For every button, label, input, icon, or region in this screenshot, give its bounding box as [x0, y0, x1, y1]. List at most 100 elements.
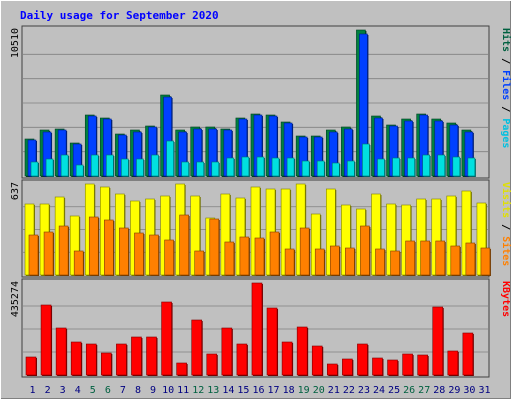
legend-text-slash: /: [500, 100, 511, 118]
bar-kbytes-day-27: [417, 354, 428, 376]
x-tick-label: 22: [343, 385, 355, 396]
x-tick-label: 7: [120, 385, 126, 396]
x-tick-label: 12: [192, 385, 204, 396]
bar-sites-day-12: [194, 250, 205, 276]
bar-sites-day-29: [450, 245, 461, 276]
panel-border-kbytes: [21, 278, 490, 378]
bar-sites-day-4: [73, 250, 84, 276]
bar-sites-day-3: [58, 225, 69, 276]
legend-text-files: Files: [500, 70, 512, 100]
bar-kbytes-day-11: [176, 362, 187, 376]
bar-kbytes-day-13: [206, 353, 218, 376]
bar-kbytes-day-7: [116, 343, 127, 376]
legend-text-kbytes: KBytes: [500, 281, 511, 317]
bar-sites-day-30: [465, 242, 476, 276]
bar-sites-day-5: [88, 216, 99, 276]
bar-kbytes-day-19: [296, 326, 308, 376]
legend-text-pages: Pages: [500, 118, 511, 148]
x-tick-label: 1: [30, 385, 36, 396]
bar-pages-day-22: [347, 160, 355, 177]
bar-pages-day-16: [256, 156, 265, 177]
x-tick-label: 31: [478, 385, 490, 396]
bar-pages-day-5: [90, 154, 99, 177]
bar-kbytes-day-5: [85, 343, 97, 376]
bar-kbytes-day-22: [342, 358, 353, 376]
bar-sites-day-8: [134, 232, 144, 276]
legend-text-visits: Visits: [500, 182, 512, 218]
bar-kbytes-day-10: [161, 301, 172, 376]
ymax-label-kbytes: 435274: [10, 281, 21, 317]
bar-sites-day-11: [179, 214, 189, 276]
bar-pages-day-6: [106, 154, 114, 177]
bar-pages-day-29: [452, 156, 461, 177]
bar-sites-day-28: [435, 240, 446, 276]
bar-pages-day-1: [30, 161, 39, 177]
panel-border-visits_sites: [21, 179, 490, 278]
bar-sites-day-7: [119, 227, 129, 276]
x-tick-label: 11: [177, 385, 189, 396]
bar-sites-day-16: [254, 237, 265, 276]
bar-sites-day-24: [375, 248, 385, 276]
x-tick-label: 4: [75, 385, 81, 396]
bar-kbytes-day-2: [40, 304, 52, 376]
bar-pages-day-21: [331, 162, 340, 177]
bar-kbytes-day-12: [191, 319, 203, 376]
x-tick-label: 20: [313, 385, 325, 396]
bar-pages-day-25: [392, 157, 400, 177]
legend-label-kbytes: KBytes: [500, 281, 511, 317]
bar-pages-day-17: [271, 157, 280, 177]
x-tick-label: 9: [150, 385, 156, 396]
x-tick-label: 2: [45, 385, 51, 396]
bar-pages-day-7: [121, 158, 129, 177]
bar-sites-day-18: [284, 248, 295, 276]
x-tick-label: 24: [373, 385, 385, 396]
bar-kbytes-day-9: [146, 336, 157, 376]
bar-pages-day-19: [301, 160, 310, 177]
bar-kbytes-day-26: [402, 353, 413, 376]
bar-sites-day-23: [360, 225, 370, 276]
legend-label-visits_sites: Visits / Sites: [500, 182, 512, 266]
bar-pages-day-27: [422, 154, 430, 177]
bar-kbytes-day-14: [221, 327, 233, 376]
x-tick-label: 23: [358, 385, 370, 396]
x-tick-label: 26: [403, 385, 415, 396]
x-tick-label: 19: [298, 385, 310, 396]
x-tick-label: 17: [268, 385, 280, 396]
bar-kbytes-day-21: [326, 363, 338, 376]
bar-sites-day-2: [43, 231, 54, 276]
bar-pages-day-15: [241, 156, 250, 177]
bar-kbytes-day-29: [447, 350, 459, 376]
ymax-label-visits_sites: 637: [10, 182, 21, 200]
bar-pages-day-24: [377, 158, 385, 177]
bar-kbytes-day-25: [387, 359, 398, 376]
x-tick-label: 6: [105, 385, 111, 396]
x-tick-label: 29: [448, 385, 460, 396]
bar-pages-day-13: [211, 161, 220, 177]
bar-kbytes-day-3: [55, 327, 67, 376]
chart-title: Daily usage for September 2020: [20, 9, 219, 22]
bar-sites-day-6: [104, 219, 114, 276]
bar-kbytes-day-15: [236, 343, 248, 376]
x-tick-label: 8: [135, 385, 141, 396]
bar-sites-day-15: [239, 236, 250, 276]
x-tick-label: 30: [463, 385, 475, 396]
bar-sites-day-13: [209, 218, 220, 276]
bar-kbytes-day-16: [251, 282, 263, 376]
bar-pages-day-12: [196, 161, 205, 177]
x-tick-label: 13: [207, 385, 219, 396]
legend-text-sites: Sites: [500, 236, 512, 266]
bar-pages-day-20: [316, 160, 325, 177]
x-tick-label: 18: [283, 385, 295, 396]
bar-sites-day-21: [329, 245, 340, 276]
bar-sites-day-1: [28, 234, 39, 276]
bar-sites-day-19: [299, 227, 310, 276]
legend-text-slash: /: [500, 218, 511, 236]
bar-pages-day-26: [407, 157, 415, 177]
x-tick-label: 25: [388, 385, 400, 396]
x-tick-label: 21: [328, 385, 340, 396]
bar-sites-day-9: [149, 234, 159, 276]
bar-kbytes-day-30: [462, 332, 474, 376]
x-tick-label: 15: [237, 385, 249, 396]
panel-border-hits_files_pages: [21, 25, 490, 179]
